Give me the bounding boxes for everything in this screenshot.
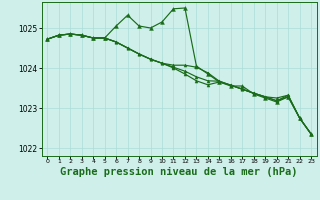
X-axis label: Graphe pression niveau de la mer (hPa): Graphe pression niveau de la mer (hPa) (60, 167, 298, 177)
